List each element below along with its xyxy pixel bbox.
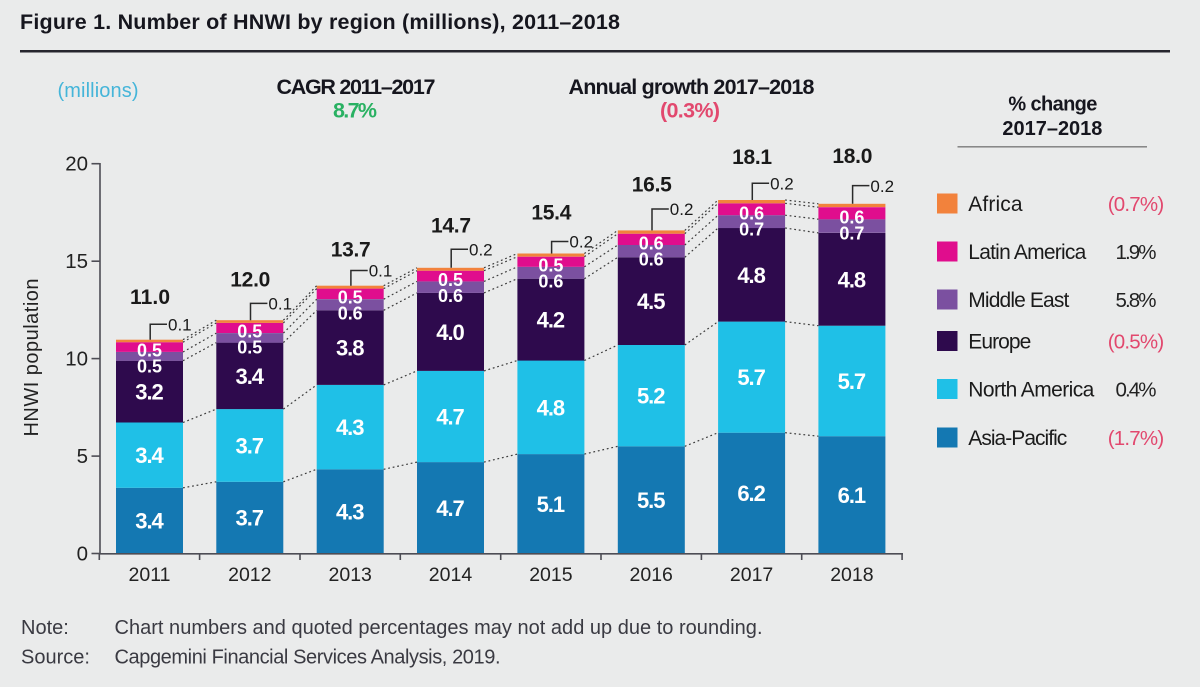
svg-text:0.6: 0.6 [438,286,463,306]
svg-text:5.2: 5.2 [637,384,666,409]
svg-text:0.6: 0.6 [839,208,864,228]
svg-text:2017: 2017 [730,564,773,586]
svg-text:% change: % change [1008,94,1097,116]
svg-text:Middle East: Middle East [968,289,1069,312]
svg-text:3.7: 3.7 [236,506,264,531]
svg-text:13.7: 13.7 [331,239,371,262]
svg-text:Asia-Pacific: Asia-Pacific [968,427,1067,450]
svg-text:8.7%: 8.7% [333,99,377,123]
svg-text:Chart numbers and quoted perce: Chart numbers and quoted percentages may… [115,617,763,639]
svg-text:2017–2018: 2017–2018 [1002,118,1102,140]
svg-text:18.0: 18.0 [832,145,872,168]
svg-text:(0.7%): (0.7%) [1108,193,1165,216]
svg-text:0.5: 0.5 [338,288,363,308]
svg-text:(millions): (millions) [58,80,139,102]
svg-text:3.7: 3.7 [236,433,264,458]
svg-text:0.1: 0.1 [369,262,393,281]
svg-text:0.5: 0.5 [237,338,262,358]
svg-text:HNWI population: HNWI population [21,279,43,437]
svg-text:5.5: 5.5 [637,488,666,513]
svg-text:0.7: 0.7 [839,224,864,244]
svg-text:(0.3%): (0.3%) [660,99,720,123]
svg-text:20: 20 [65,153,88,176]
svg-text:5.7: 5.7 [838,369,867,394]
svg-text:CAGR 2011–2017: CAGR 2011–2017 [277,75,436,99]
svg-text:5.8%: 5.8% [1116,289,1157,312]
svg-text:5.7: 5.7 [737,365,766,390]
svg-text:0.1: 0.1 [268,295,292,314]
svg-text:5.1: 5.1 [537,492,566,517]
svg-text:18.1: 18.1 [732,146,772,169]
svg-text:6.1: 6.1 [838,483,867,508]
svg-text:0.2: 0.2 [569,233,593,252]
svg-text:Figure 1. Number of HNWI by re: Figure 1. Number of HNWI by region (mill… [20,10,620,34]
svg-text:Africa: Africa [968,193,1023,216]
svg-text:0.1: 0.1 [168,316,192,335]
svg-text:4.8: 4.8 [838,267,867,292]
svg-text:2012: 2012 [228,564,271,586]
svg-text:12.0: 12.0 [230,268,270,291]
svg-text:2016: 2016 [630,564,673,586]
svg-text:15: 15 [65,250,88,273]
svg-text:0.5: 0.5 [137,357,162,377]
svg-text:3.4: 3.4 [135,443,164,468]
svg-text:5: 5 [77,445,88,468]
svg-text:4.0: 4.0 [436,320,465,345]
svg-text:0.6: 0.6 [538,271,563,291]
svg-text:4.5: 4.5 [637,289,666,314]
svg-text:0.2: 0.2 [469,241,493,260]
svg-text:0.2: 0.2 [770,175,794,194]
svg-text:0.6: 0.6 [338,304,363,324]
svg-text:0.6: 0.6 [639,250,664,270]
svg-text:10: 10 [65,348,88,371]
svg-text:2015: 2015 [529,564,573,586]
svg-text:0: 0 [77,543,88,566]
svg-text:Source:: Source: [21,647,90,669]
svg-text:3.4: 3.4 [135,509,164,534]
svg-text:0.5: 0.5 [438,270,463,290]
svg-text:0.5: 0.5 [137,341,162,361]
svg-text:4.3: 4.3 [336,499,365,524]
svg-text:0.2: 0.2 [670,200,694,219]
svg-text:3.8: 3.8 [336,336,365,361]
svg-text:Latin America: Latin America [968,241,1086,264]
svg-text:0.5: 0.5 [237,322,262,342]
svg-text:4.8: 4.8 [537,395,566,420]
svg-text:3.4: 3.4 [236,364,265,389]
svg-text:4.7: 4.7 [436,496,465,521]
svg-text:0.2: 0.2 [870,177,894,196]
svg-text:Europe: Europe [968,331,1031,354]
svg-text:3.2: 3.2 [135,380,164,405]
svg-text:4.8: 4.8 [737,263,766,288]
svg-text:15.4: 15.4 [531,202,571,225]
svg-text:2013: 2013 [329,564,372,586]
svg-text:Annual growth 2017–2018: Annual growth 2017–2018 [569,75,815,99]
svg-text:0.7: 0.7 [739,220,764,240]
svg-text:0.6: 0.6 [739,204,764,224]
svg-text:14.7: 14.7 [431,215,471,238]
svg-text:(1.7%): (1.7%) [1108,427,1165,450]
svg-text:6.2: 6.2 [737,481,766,506]
svg-text:2011: 2011 [129,564,171,586]
svg-text:Capgemini Financial Services A: Capgemini Financial Services Analysis, 2… [115,647,501,669]
svg-text:Note:: Note: [21,617,69,639]
svg-text:4.2: 4.2 [537,308,566,333]
svg-text:(0.5%): (0.5%) [1108,331,1165,354]
svg-text:0.6: 0.6 [639,234,664,254]
svg-text:2014: 2014 [429,564,473,586]
svg-text:0.4%: 0.4% [1116,379,1157,402]
svg-text:4.7: 4.7 [436,405,465,430]
svg-text:North America: North America [968,379,1094,402]
svg-text:0.5: 0.5 [538,255,563,275]
svg-text:4.3: 4.3 [336,415,365,440]
svg-text:16.5: 16.5 [632,174,672,197]
svg-text:2018: 2018 [830,564,873,586]
svg-text:1.9%: 1.9% [1116,241,1157,264]
svg-text:11.0: 11.0 [130,286,170,309]
